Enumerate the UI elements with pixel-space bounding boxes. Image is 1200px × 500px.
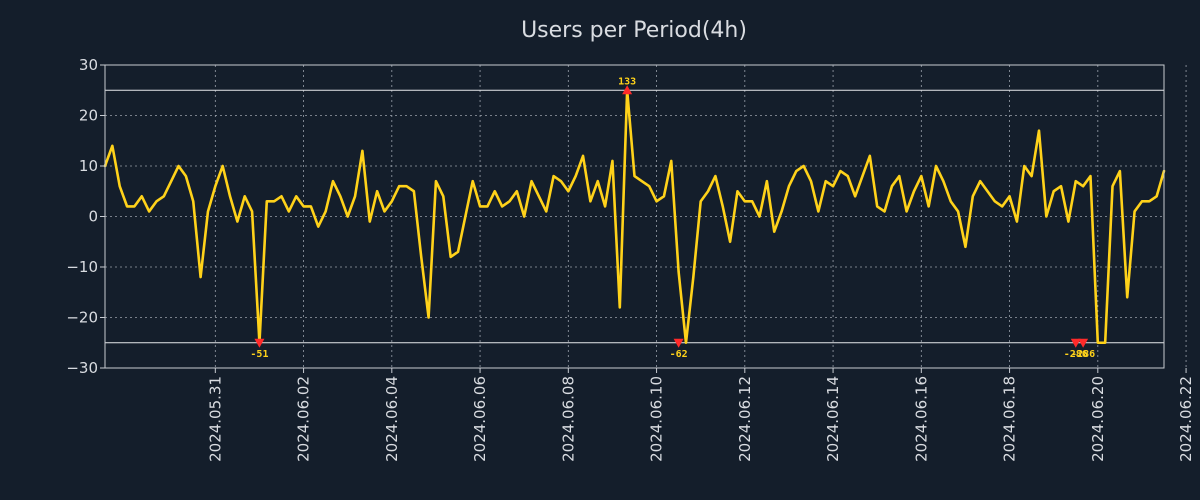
x-tick-label: 2024.06.14 xyxy=(824,376,842,462)
series-lines xyxy=(103,88,1166,345)
clip-marker xyxy=(1078,338,1089,348)
x-tick-label: 2024.06.10 xyxy=(648,376,666,462)
clip-value-label: -62 xyxy=(670,349,688,360)
x-tick-label: 2024.06.04 xyxy=(383,376,401,462)
clip-marker xyxy=(254,338,265,348)
clip-value-label: -286 xyxy=(1071,349,1095,360)
plot-frame xyxy=(104,64,1165,369)
clip-marker xyxy=(622,85,633,95)
y-tick-label: −20 xyxy=(66,309,98,327)
chart-title: Users per Period(4h) xyxy=(521,18,747,43)
y-tick-label: 20 xyxy=(79,107,98,125)
y-tick-label: −10 xyxy=(66,258,98,276)
clip-marker xyxy=(1070,338,1081,348)
y-tick-label: 0 xyxy=(88,208,98,226)
y-tick-label: 30 xyxy=(79,56,98,74)
y-tick-label: −30 xyxy=(66,359,98,377)
clip-value-label: 133 xyxy=(618,76,636,87)
x-tick-label: 2024.06.02 xyxy=(295,376,313,462)
series-line-users xyxy=(103,88,1166,345)
x-tick-label: 2024.06.08 xyxy=(559,376,577,462)
x-tick-label: 2024.06.22 xyxy=(1177,376,1195,462)
y-tick-label: 10 xyxy=(79,157,98,175)
grid-lines xyxy=(105,65,1187,368)
x-tick-label: 2024.06.12 xyxy=(736,376,754,462)
axes: −30 −20 −10 0 10 20 30 2024.05.31 2024.06.02 2024… xyxy=(66,56,1195,462)
x-tick-label: 2024.06.20 xyxy=(1089,376,1107,462)
x-tick-label: 2024.05.31 xyxy=(206,376,224,462)
clip-bound-lines xyxy=(105,89,1164,344)
clip-value-label: -286 xyxy=(1064,349,1088,360)
clip-value-label: -51 xyxy=(250,349,268,360)
annotations: -51 133 -62 -286-286 xyxy=(250,76,1095,360)
clip-marker xyxy=(673,338,684,348)
x-tick-label: 2024.06.06 xyxy=(471,376,489,462)
x-tick-label: 2024.06.16 xyxy=(912,376,930,462)
x-tick-label: 2024.06.18 xyxy=(1001,376,1019,462)
